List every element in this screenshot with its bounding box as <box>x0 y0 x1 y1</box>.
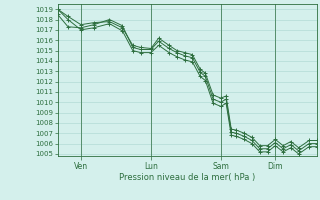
X-axis label: Pression niveau de la mer( hPa ): Pression niveau de la mer( hPa ) <box>119 173 255 182</box>
